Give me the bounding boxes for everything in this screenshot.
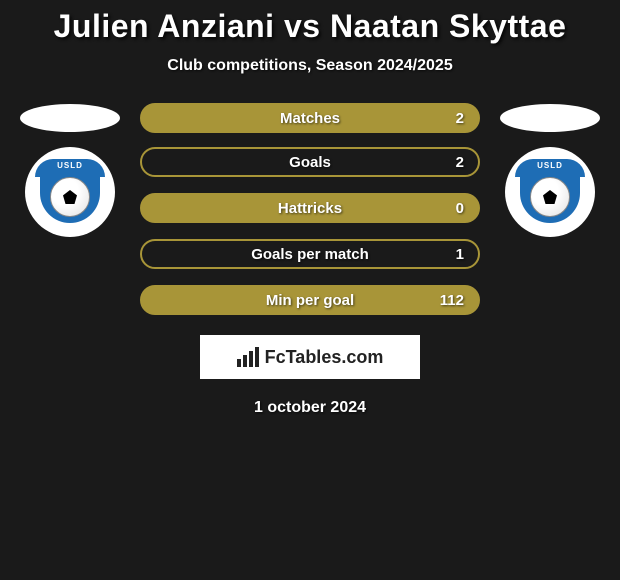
page-subtitle: Club competitions, Season 2024/2025 — [0, 57, 620, 75]
right-club-logo: USLD — [505, 147, 595, 237]
logo-ball-icon — [530, 177, 570, 217]
stat-bar-hattricks: Hattricks 0 — [140, 193, 480, 223]
stat-value: 1 — [456, 246, 464, 263]
stat-bar-matches: Matches 2 — [140, 103, 480, 133]
stat-label: Goals per match — [251, 246, 369, 263]
stat-label: Hattricks — [278, 200, 342, 217]
logo-ball-icon — [50, 177, 90, 217]
stat-value: 2 — [456, 110, 464, 127]
stat-label: Matches — [280, 110, 340, 127]
stat-label: Min per goal — [266, 292, 354, 309]
right-logo-col: USLD — [500, 147, 600, 237]
stat-label: Goals — [289, 154, 331, 171]
player-left-ellipse — [20, 104, 120, 132]
date-text: 1 october 2024 — [0, 399, 620, 417]
brand-box[interactable]: FcTables.com — [200, 335, 420, 379]
stats-column: Goals 2 Hattricks 0 Goals per match 1 Mi… — [140, 147, 480, 315]
main-stats-row: USLD Goals 2 Hattricks 0 Goals per match… — [0, 147, 620, 315]
brand-name: FcTables.com — [265, 347, 384, 368]
stat-bar-min-per-goal: Min per goal 112 — [140, 285, 480, 315]
first-stat-row: Matches 2 — [0, 103, 620, 133]
left-club-logo: USLD — [25, 147, 115, 237]
stat-value: 0 — [456, 200, 464, 217]
left-logo-col: USLD — [20, 147, 120, 237]
stat-bar-goals: Goals 2 — [140, 147, 480, 177]
brand-chart-icon — [237, 347, 259, 367]
main-container: Julien Anziani vs Naatan Skyttae Club co… — [0, 0, 620, 417]
stat-value: 112 — [440, 292, 464, 309]
player-right-ellipse — [500, 104, 600, 132]
page-title: Julien Anziani vs Naatan Skyttae — [0, 8, 620, 45]
stat-value: 2 — [456, 154, 464, 171]
stat-bar-goals-per-match: Goals per match 1 — [140, 239, 480, 269]
